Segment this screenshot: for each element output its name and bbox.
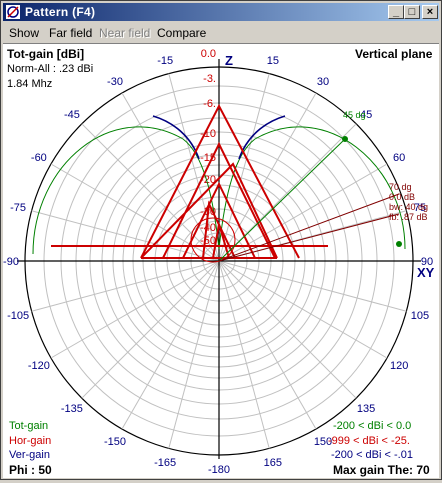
window-title: Pattern (F4) (25, 5, 96, 19)
plane-label: Vertical plane (355, 47, 433, 61)
angle-label: 135 (357, 403, 375, 415)
xy-axis-label: XY (417, 265, 435, 280)
grid-radial (31, 210, 220, 262)
angle-label: 30 (317, 76, 329, 88)
angle-label: 90 (421, 256, 433, 268)
angle-label: -150 (104, 436, 126, 448)
ver-range: -200 < dBi < -.01 (331, 449, 413, 461)
grid-radial (31, 260, 220, 312)
angle-label: 150 (314, 436, 332, 448)
db-tick-label: 0.0 (201, 48, 216, 60)
grid-radial (218, 123, 357, 262)
db-tick-label: -6. (203, 98, 216, 110)
elevation-45-marker (342, 136, 348, 142)
grid-radial (218, 260, 317, 430)
menu-far-field[interactable]: Far field (49, 26, 93, 40)
elevation-45-label: 45 dg (343, 110, 366, 120)
grid-radial (218, 163, 388, 262)
tot-range: -200 < dBi < 0.0 (333, 420, 412, 432)
gain-type-label: Tot-gain [dBi] (7, 47, 85, 61)
max-gain-info: bw: 40 dg (389, 202, 428, 212)
angle-label: -30 (107, 76, 123, 88)
grid-radial (218, 260, 357, 399)
angle-label: -15 (157, 55, 173, 67)
grid-radial (121, 260, 220, 430)
db-tick-label: -3. (203, 73, 216, 85)
grid-radial (81, 123, 220, 262)
elevation-45-line (218, 138, 346, 262)
angle-label: 75 (414, 202, 426, 214)
menu-bar: Show Far field Near field Compare (3, 23, 439, 42)
angle-label: -45 (64, 109, 80, 121)
maximize-button[interactable]: □ (404, 5, 420, 19)
angle-label: 45 (360, 109, 372, 121)
hor-range: -999 < dBi < -25. (328, 435, 410, 447)
menu-show[interactable]: Show (9, 26, 40, 40)
angle-label: -60 (31, 152, 47, 164)
angle-label: -120 (28, 360, 50, 372)
legend-tot-gain: Tot-gain (9, 420, 49, 432)
minimize-button[interactable]: _ (388, 5, 404, 19)
angle-label: 105 (411, 310, 429, 322)
phi-label: Phi : 50 (9, 463, 52, 477)
max-gain-info: fb: .87 dB (389, 212, 428, 222)
norm-label: Norm-All : .23 dBi (7, 63, 94, 75)
max-gain-info: 70 dg (389, 182, 412, 192)
menu-compare[interactable]: Compare (157, 26, 207, 40)
grid-radial (50, 260, 220, 359)
title-bar[interactable]: Pattern (F4) _ □ × (3, 3, 439, 21)
grid-radial (218, 260, 388, 359)
polar-plot: -15 -30 -45 -60 -75 -90 -105 -120 -135 -150 -165 -1… (3, 48, 435, 476)
legend-ver-gain: Ver-gain (9, 449, 50, 461)
hor-gain-pattern (51, 103, 328, 259)
max-gain-line (218, 193, 400, 262)
grid-radial (81, 260, 220, 399)
angle-label: 60 (393, 152, 405, 164)
menu-near-field[interactable]: Near field (99, 26, 151, 40)
grid-radial (50, 163, 220, 262)
angle-label: 120 (390, 360, 408, 372)
db-tick-label: -40 (200, 222, 216, 234)
grid-radial (218, 260, 407, 312)
db-tick-label: -15 (200, 152, 216, 164)
grid-radial (168, 73, 220, 262)
z-axis-label: Z (225, 53, 233, 68)
plot-area: -15 -30 -45 -60 -75 -90 -105 -120 -135 -150 -165 -1… (3, 43, 439, 478)
angle-label: -75 (10, 202, 26, 214)
max-gain-info: 0.0 dB (389, 192, 415, 202)
ver-gain-curve-left (152, 115, 200, 160)
app-icon (6, 5, 20, 19)
frequency-label: 1.84 Mhz (7, 78, 53, 90)
db-tick-label: -20 (200, 174, 216, 186)
max-gain-line-2 (218, 213, 400, 262)
angle-label: -90 (3, 256, 19, 268)
angle-label: -165 (154, 457, 176, 469)
ver-gain-curve-right (238, 115, 286, 160)
legend-hor-gain: Hor-gain (9, 435, 52, 447)
angle-label: -135 (61, 403, 83, 415)
grid-radial (218, 260, 270, 449)
grid-radial (218, 92, 317, 262)
close-button[interactable]: × (422, 5, 438, 19)
tot-gain-curve (32, 126, 406, 255)
max-gain-marker (396, 241, 402, 247)
grid-radial (168, 260, 220, 449)
hor-gain-loop (190, 217, 236, 263)
angle-label: -180 (208, 464, 230, 476)
angle-label: -105 (7, 310, 29, 322)
grid-radial (218, 73, 270, 262)
angle-label: 15 (267, 55, 279, 67)
angle-label: 165 (264, 457, 282, 469)
grid-radial (121, 92, 220, 262)
max-gain-label: Max gain The: 70 (333, 463, 430, 477)
